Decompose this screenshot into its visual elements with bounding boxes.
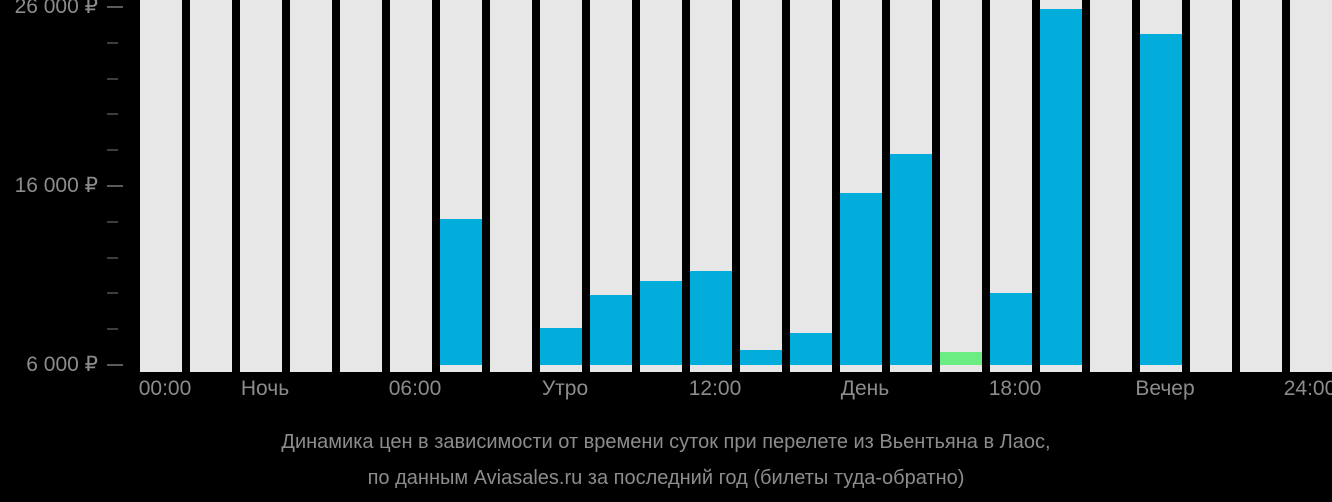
hour-slot[interactable] <box>940 0 982 372</box>
chart-caption: Динамика цен в зависимости от времени су… <box>0 424 1332 496</box>
hour-slot[interactable] <box>190 0 232 372</box>
caption-line-1: Динамика цен в зависимости от времени су… <box>281 431 1051 453</box>
price-bar[interactable] <box>890 153 932 365</box>
x-axis-label: 12:00 <box>688 377 742 400</box>
hour-slot[interactable] <box>1140 0 1182 372</box>
hour-slot[interactable] <box>290 0 332 372</box>
y-axis-tick-minor <box>107 77 118 80</box>
price-bar[interactable] <box>790 332 832 365</box>
x-axis-label: 24:00 <box>1283 377 1332 400</box>
y-axis-label: 6 000 ₽ <box>26 353 98 376</box>
hour-slot[interactable] <box>240 0 282 372</box>
price-bar[interactable] <box>740 349 782 365</box>
x-axis-label: День <box>840 377 890 400</box>
hour-slot[interactable] <box>490 0 532 372</box>
hour-slot[interactable] <box>640 0 682 372</box>
hour-slot[interactable] <box>1040 0 1082 372</box>
price-bar[interactable] <box>440 219 482 365</box>
hour-slot[interactable] <box>1290 0 1332 372</box>
price-bar[interactable] <box>640 281 682 365</box>
hour-slot[interactable] <box>990 0 1032 372</box>
hour-slot[interactable] <box>1090 0 1132 372</box>
price-bar[interactable] <box>690 271 732 365</box>
hour-slot[interactable] <box>540 0 582 372</box>
y-axis-label: 16 000 ₽ <box>14 174 98 197</box>
hour-slot[interactable] <box>590 0 632 372</box>
y-axis-tick-major <box>107 185 123 187</box>
hour-slot[interactable] <box>790 0 832 372</box>
y-axis-tick-minor <box>107 149 118 152</box>
price-bar-cheapest[interactable] <box>940 351 982 365</box>
hour-slot[interactable] <box>740 0 782 372</box>
caption-line-2: по данным Aviasales.ru за последний год … <box>367 467 965 489</box>
y-axis-tick-major <box>107 6 123 8</box>
y-axis-label: 26 000 ₽ <box>14 0 98 18</box>
y-axis-tick-major <box>107 364 123 366</box>
hour-slot[interactable] <box>140 0 182 372</box>
y-axis-tick-minor <box>107 41 118 44</box>
hour-slot[interactable] <box>1190 0 1232 372</box>
y-axis-tick-minor <box>107 220 118 223</box>
hour-slot[interactable] <box>340 0 382 372</box>
y-axis-tick-minor <box>107 113 118 116</box>
price-bar[interactable] <box>840 193 882 365</box>
x-axis-label: Утро <box>541 377 589 400</box>
price-bar[interactable] <box>1140 33 1182 365</box>
y-axis-tick-minor <box>107 328 118 331</box>
hour-slot[interactable] <box>840 0 882 372</box>
hour-slot[interactable] <box>390 0 432 372</box>
x-axis-label: Вечер <box>1135 377 1195 400</box>
x-axis-label: 00:00 <box>138 377 192 400</box>
y-axis: 6 000 ₽ 16 000 ₽ 26 000 ₽ <box>0 0 140 376</box>
x-axis: 00:00 Ночь 06:00 Утро 12:00 День 18:00 Вечер 24:… <box>0 376 1332 416</box>
x-axis-label: 06:00 <box>388 377 442 400</box>
hour-slot[interactable] <box>890 0 932 372</box>
price-bar[interactable] <box>590 295 632 365</box>
chart-plot-area <box>140 0 1332 372</box>
y-axis-tick-minor <box>107 292 118 295</box>
hour-slot[interactable] <box>1240 0 1282 372</box>
hour-slot[interactable] <box>690 0 732 372</box>
x-axis-label: 18:00 <box>988 377 1042 400</box>
x-axis-label: Ночь <box>240 377 290 400</box>
price-bar[interactable] <box>990 293 1032 365</box>
price-bar[interactable] <box>1040 8 1082 365</box>
y-axis-tick-minor <box>107 256 118 259</box>
price-bar[interactable] <box>540 327 582 365</box>
hour-slot[interactable] <box>440 0 482 372</box>
